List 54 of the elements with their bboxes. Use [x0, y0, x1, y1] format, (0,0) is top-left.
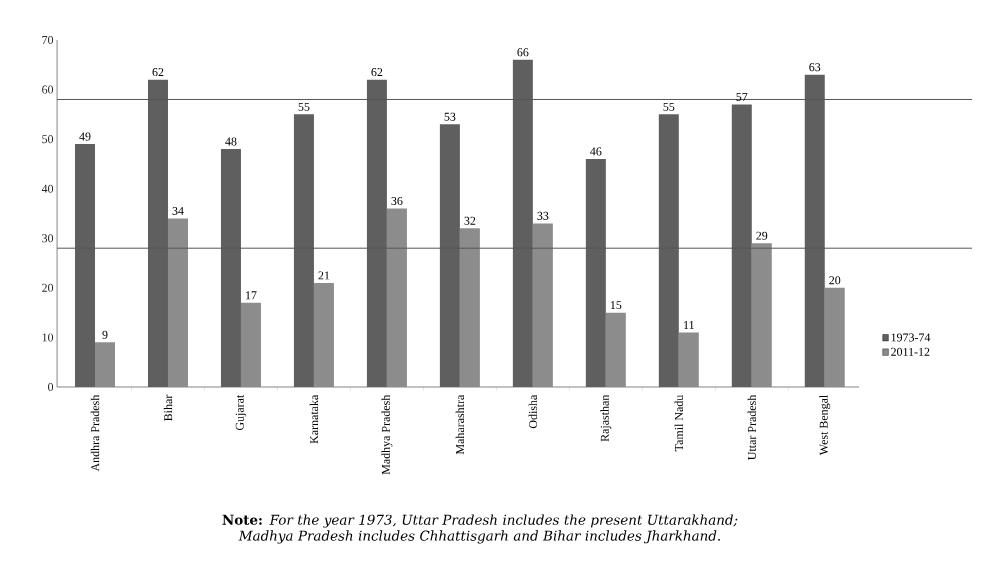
data-label: 63: [809, 63, 821, 72]
bar: [532, 223, 553, 387]
x-tick-label: Tamil Nadu: [674, 394, 684, 452]
data-label: 11: [684, 321, 694, 329]
data-label: 20: [829, 276, 841, 285]
y-tick-label: 10: [42, 333, 54, 342]
x-tick-label: Karnataka: [309, 394, 319, 444]
x-tick-label: Maharashtra: [455, 394, 465, 455]
data-label: 29: [756, 231, 768, 240]
y-tick-label: 70: [42, 35, 54, 45]
y-tick-label: 30: [42, 234, 54, 243]
legend-label: 1973-74: [891, 333, 931, 342]
bar: [240, 302, 261, 387]
y-tick-label: 60: [42, 85, 54, 94]
data-label: 62: [371, 68, 383, 77]
bar: [751, 243, 772, 387]
bar: [824, 287, 845, 387]
bar: [95, 342, 116, 387]
data-label: 46: [590, 147, 602, 156]
data-label: 66: [517, 48, 529, 57]
x-tick-label: Gujarat: [235, 394, 247, 431]
data-label: 49: [79, 132, 91, 141]
y-tick-label: 50: [42, 135, 54, 144]
legend-label: 2011-12: [891, 347, 930, 356]
data-label: 33: [537, 211, 549, 220]
bar: [605, 312, 626, 387]
data-label: 15: [610, 301, 622, 310]
data-label: 36: [391, 196, 403, 206]
x-tick-label: Andhra Pradesh: [90, 394, 100, 472]
x-tick-label: Bihar: [163, 394, 173, 421]
x-tick-label: West Bengal: [819, 395, 831, 456]
y-tick-label: 0: [48, 382, 54, 392]
data-label: 17: [246, 291, 257, 300]
data-label: 9: [102, 330, 108, 339]
x-tick-label: Madhya Pradesh: [381, 394, 393, 475]
data-label: 48: [225, 137, 237, 146]
text: Note: For the year 1973, Uttar Pradesh includes the present Uttarakhand; Madhya Pradesh includes Chhattisgarh and Bihar includes Jharkhand.: [222, 514, 738, 544]
x-tick-label: Rajasthan: [600, 394, 612, 442]
data-label: 32: [464, 216, 476, 225]
data-label: 21: [318, 271, 330, 280]
bar: [167, 218, 188, 387]
data-label: 53: [444, 112, 456, 121]
data-label: 55: [663, 102, 675, 111]
x-tick-label: Uttar Pradesh: [747, 394, 756, 460]
bar: [313, 282, 334, 387]
data-label: 34: [172, 206, 184, 215]
data-label: 55: [298, 102, 310, 111]
bar: [459, 228, 480, 387]
x-tick-label: Odisha: [528, 394, 538, 429]
bar: [386, 208, 407, 387]
data-label: 62: [152, 68, 164, 77]
y-tick-label: 40: [41, 184, 54, 193]
y-tick-label: 20: [42, 283, 54, 292]
bar: [678, 332, 699, 387]
